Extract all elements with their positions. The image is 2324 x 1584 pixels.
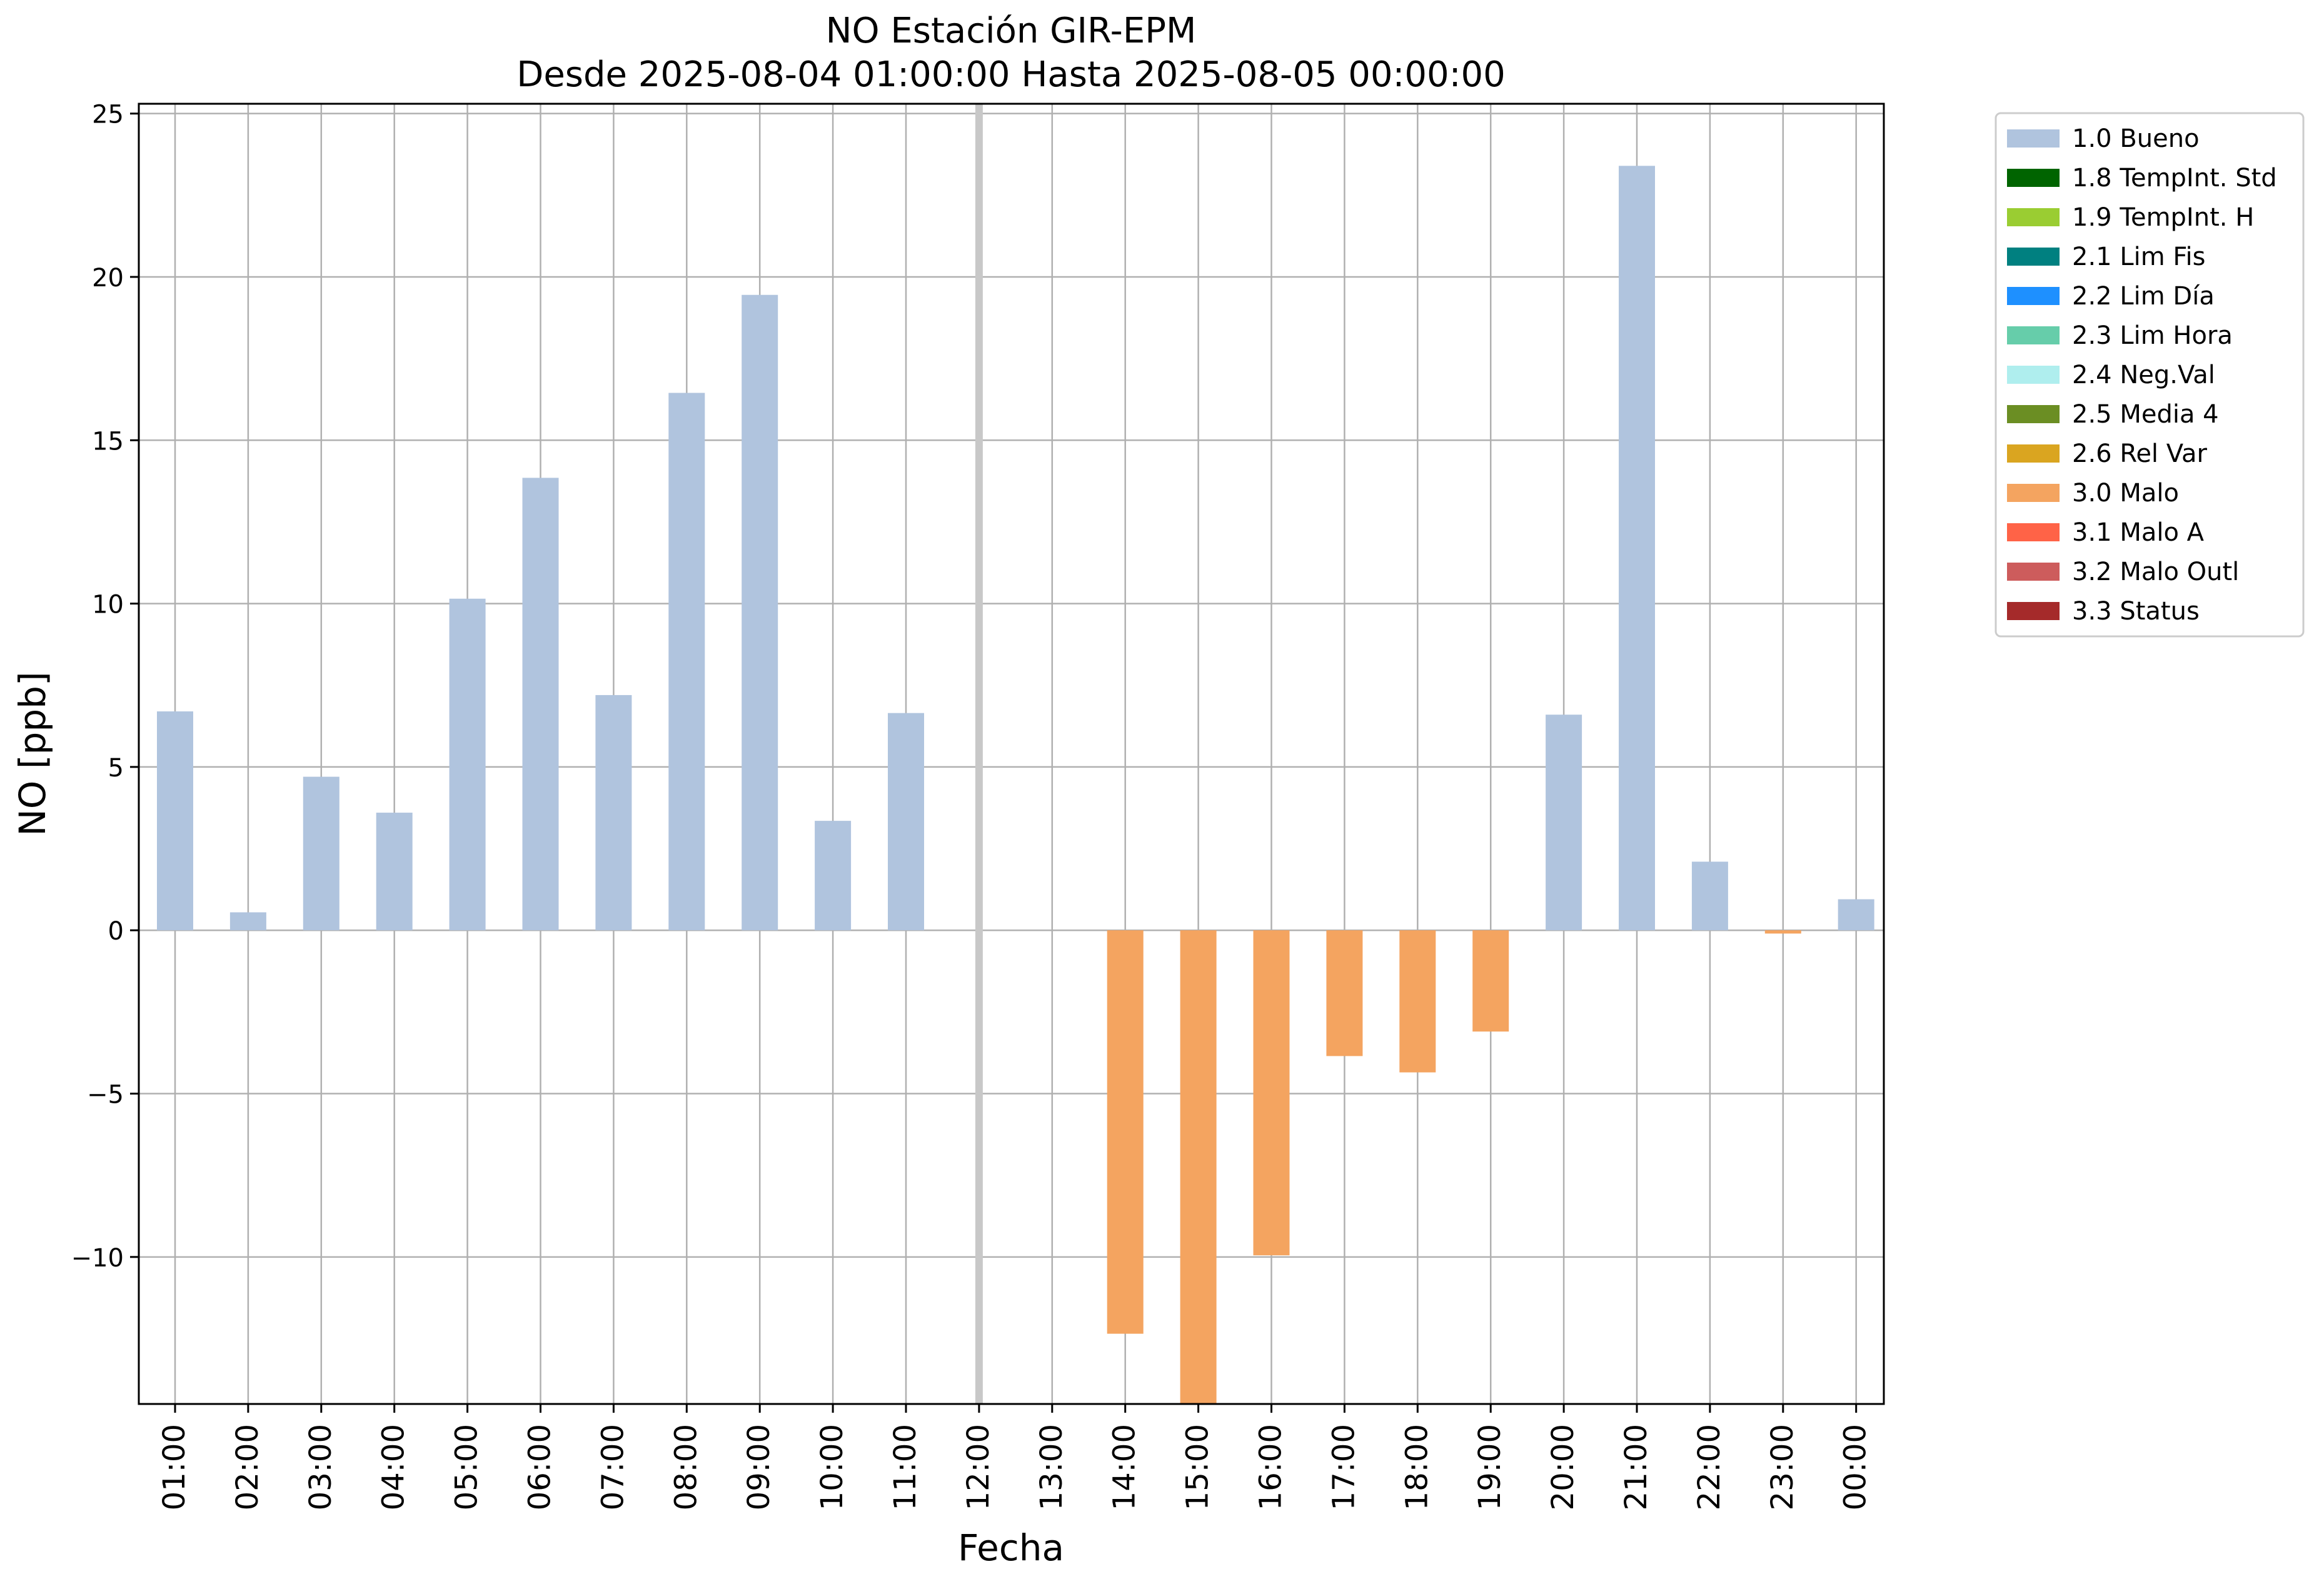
y-tick-label: 20: [92, 264, 124, 293]
bar-1500: [1180, 930, 1217, 1404]
bar-2300: [1764, 930, 1801, 934]
x-tick-label: 14:00: [1107, 1424, 1142, 1510]
x-tick-label: 22:00: [1692, 1424, 1727, 1510]
x-tick-label: 11:00: [888, 1424, 923, 1510]
bar-0800: [668, 393, 705, 931]
x-tick-label: 16:00: [1254, 1424, 1289, 1510]
x-tick-label: 23:00: [1765, 1424, 1800, 1510]
x-tick-label: 12:00: [961, 1424, 996, 1510]
y-tick-label: 25: [92, 101, 124, 129]
legend-label: 2.3 Lim Hora: [2072, 321, 2233, 350]
x-tick-label: 08:00: [668, 1424, 703, 1510]
bar-1800: [1399, 930, 1436, 1073]
x-tick-label: 04:00: [376, 1424, 411, 1510]
y-tick-label: 5: [108, 754, 124, 783]
x-tick-label: 01:00: [157, 1424, 192, 1510]
legend-swatch: [2007, 405, 2060, 423]
legend-swatch: [2007, 523, 2060, 541]
x-axis-label: Fecha: [958, 1526, 1064, 1569]
bar-0200: [229, 912, 266, 931]
bar-2100: [1619, 166, 1655, 931]
legend-box: [1995, 112, 2305, 638]
bar-0600: [522, 478, 559, 931]
legend-swatch: [2007, 366, 2060, 384]
legend-label: 3.3 Status: [2072, 597, 2200, 626]
legend-swatch: [2007, 563, 2060, 581]
x-axis: 01:00 02:00 03:00 04:00 05:00 06:00 07:00 08:00…: [157, 1404, 1873, 1510]
bar-1000: [815, 821, 852, 931]
legend: 1.0 Bueno 1.8 TempInt. Std 1.9 TempInt. H 2…: [1995, 112, 2305, 638]
bar-2200: [1691, 861, 1728, 931]
y-axis-label: NO [ppb]: [11, 671, 54, 836]
x-tick-label: 13:00: [1034, 1424, 1069, 1510]
x-tick-label: 20:00: [1546, 1424, 1581, 1510]
bar-1700: [1326, 930, 1363, 1056]
y-tick-label: 10: [92, 591, 124, 619]
y-tick-label: 0: [108, 917, 124, 946]
x-tick-label: 10:00: [815, 1424, 850, 1510]
legend-swatch: [2007, 444, 2060, 463]
bar-1600: [1253, 930, 1290, 1256]
bars: [157, 166, 1874, 1404]
x-tick-label: 06:00: [523, 1424, 558, 1510]
y-tick-label: −5: [87, 1081, 124, 1110]
bar-0400: [376, 813, 413, 931]
legend-label: 2.5 Media 4: [2072, 400, 2219, 429]
legend-swatch: [2007, 208, 2060, 226]
x-tick-label: 17:00: [1326, 1424, 1361, 1510]
legend-swatch: [2007, 169, 2060, 187]
legend-swatch: [2007, 326, 2060, 344]
bar-1900: [1472, 930, 1509, 1032]
bar-0300: [303, 776, 340, 931]
x-tick-label: 18:00: [1399, 1424, 1434, 1510]
legend-label: 1.8 TempInt. Std: [2072, 164, 2277, 193]
legend-label: 2.1 Lim Fis: [2072, 243, 2205, 271]
x-tick-label: 21:00: [1619, 1424, 1654, 1510]
legend-swatch: [2007, 484, 2060, 502]
legend-label: 3.2 Malo Outl: [2072, 558, 2239, 586]
legend-label: 3.1 Malo A: [2072, 518, 2205, 547]
y-tick-label: −10: [71, 1244, 124, 1273]
legend-swatch: [2007, 248, 2060, 266]
legend-swatch: [2007, 129, 2060, 148]
legend-swatch: [2007, 602, 2060, 620]
bar-0100: [157, 711, 193, 931]
x-tick-label: 19:00: [1472, 1424, 1507, 1510]
bar-0700: [595, 694, 632, 931]
bar-2000: [1546, 714, 1582, 931]
y-tick-label: 15: [92, 427, 124, 456]
bar-1100: [888, 713, 924, 931]
bar-0500: [449, 598, 486, 931]
bar-0000: [1838, 899, 1874, 931]
legend-swatch: [2007, 287, 2060, 305]
plot-frame: [138, 103, 1885, 1405]
chart-subtitle: Desde 2025-08-04 01:00:00 Hasta 2025-08-…: [516, 54, 1506, 95]
x-tick-label: 03:00: [303, 1424, 338, 1510]
bar-0900: [742, 294, 778, 931]
legend-label: 2.4 Neg.Val: [2072, 361, 2215, 389]
chart-title: NO Estación GIR-EPM: [826, 11, 1197, 51]
x-tick-label: 07:00: [595, 1424, 630, 1510]
legend-label: 2.2 Lim Día: [2072, 282, 2215, 311]
x-tick-label: 05:00: [450, 1424, 485, 1510]
legend-label: 1.9 TempInt. H: [2072, 203, 2254, 232]
y-axis: −10 −5 0 5 10 15 20 25: [71, 101, 139, 1273]
bar-1400: [1107, 930, 1144, 1334]
x-tick-label: 09:00: [742, 1424, 777, 1510]
legend-label: 1.0 Bueno: [2072, 124, 2200, 153]
x-tick-label: 00:00: [1838, 1424, 1873, 1510]
legend-label: 2.6 Rel Var: [2072, 439, 2208, 468]
x-tick-label: 15:00: [1180, 1424, 1215, 1510]
x-tick-label: 02:00: [230, 1424, 265, 1510]
legend-label: 3.0 Malo: [2072, 479, 2179, 508]
